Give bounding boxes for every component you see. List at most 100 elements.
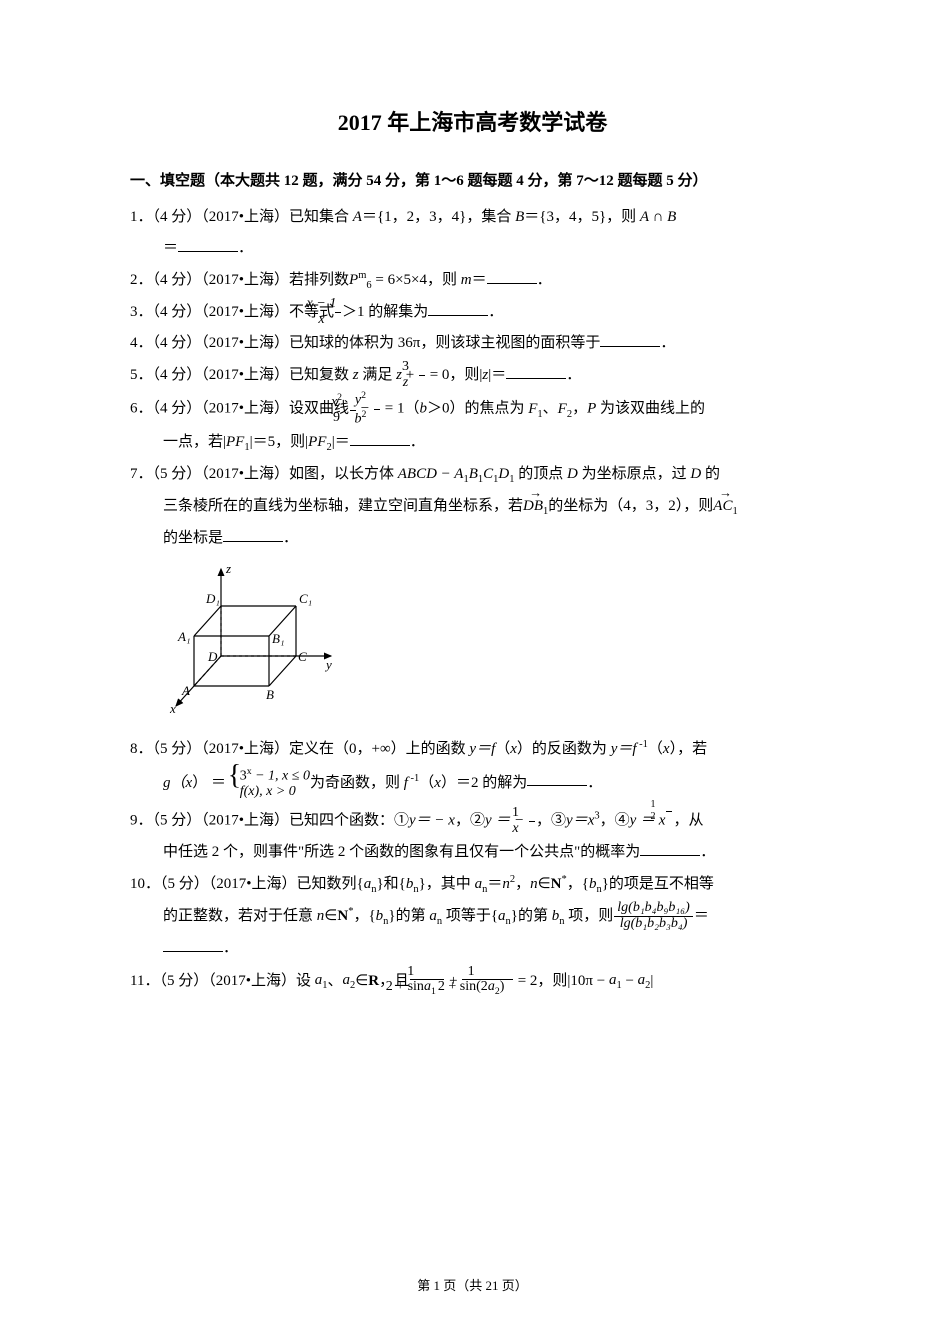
q9-y2a: y ＝ − [485,813,528,829]
q6-bvar: b [419,401,427,417]
label-D1: D₁ [205,591,220,606]
q8-x1: x [510,741,517,757]
q9-d4: 2 [666,811,672,823]
q10-Nb2: N [337,908,348,924]
q10-l2g: 项，则 [565,908,614,924]
q8-3: 3 [240,768,247,783]
q10-N2: N* [337,908,353,924]
label-C: C [298,649,307,664]
section-heading: 一、填空题（本大题共 12 题，满分 54 分，第 1～6 题每题 4 分，第 … [130,166,815,198]
q10-bn4: bn [552,908,565,924]
q8-l2d: （ [419,774,434,790]
q5-num: 3 [419,360,425,375]
question-11: 11．（5 分）（2017•上海）设 a1、a2∈R，且12 + sina1 +… [130,965,815,998]
q8-m2: ）的反函数为 [517,741,611,757]
q5-m1: 满足 [359,367,397,383]
q11-d1s: 1 [431,986,436,997]
q8-x2: x [663,741,670,757]
q11-d2a: 2 + sin(2 [438,979,488,994]
q8-x4: x [434,774,441,790]
q10-l2d: }的第 [388,908,429,924]
q11-n2: 1 [462,965,513,980]
question-7: 7．（5 分）（2017•上海）如图，以长方体 ABCD − A1B1C1D1 … [130,459,815,555]
q11-n1: 1 [410,965,444,980]
label-A1: A₁ [177,629,190,644]
cuboid-svg: z y x D C A B D₁ C₁ A₁ B₁ [156,561,346,716]
q3-mid: ＞1 的解集为 [342,304,428,320]
q10-num: lg(b₁b₄b₉b₁₆) [614,901,693,916]
q8-m4: ），若 [670,741,708,757]
q1-text: 1．（4 分）（2017•上海）已知集合 [130,209,353,225]
question-8: 8．（5 分）（2017•上海）定义在（0，+∞）上的函数 y＝f（x）的反函数… [130,734,815,800]
q7-body: ABCD − A1B1C1D1 [398,466,515,482]
q8-m3: （ [648,741,663,757]
q9-s3: ，④ [600,813,630,829]
q5-end: ． [566,367,581,383]
q6-F2l: F [558,401,567,417]
q10-n: n [530,876,538,892]
q10-m1: }和{ [376,876,405,892]
q8-case2: f(x), x > 0 [240,784,310,800]
q7-AC1s: 1 [732,506,737,517]
q10-l2a: 的正整数，若对于任意 [163,908,317,924]
q8-neg1: -1 [637,739,648,750]
q6-end: ． [410,434,425,450]
q10-l2b: ∈ [324,908,337,924]
q10-n2: n [502,876,510,892]
q11-pre: 11．（5 分）（2017•上海）设 [130,972,315,988]
q8-c1b: − 1, x ≤ 0 [252,768,310,783]
q2-end: ． [537,272,552,288]
q5-frac: 3z [419,360,425,390]
q9-frac2: 1x [529,806,535,836]
q10-an1: an [364,876,377,892]
q6-P: P [587,401,596,417]
q2-eq: ＝ [472,272,487,288]
label-z: z [225,561,231,576]
q9-d2: x [529,821,535,837]
q6-m2: ＞0）的焦点为 [427,401,528,417]
q6-l2c: |＝ [332,434,350,450]
q11-s1: 、 [327,972,342,988]
q10-bn2: bn [589,876,602,892]
q9-end: ． [700,844,715,860]
q10-bn1: bn [406,876,419,892]
q7-AC1: AC [713,498,732,514]
q6-blank [350,431,410,446]
q7-D: D [567,466,578,482]
q10-end: ． [223,940,238,956]
q11-m1: ∈ [355,972,368,988]
q8-yf1: y＝f [611,741,637,757]
q10-a2: a [475,876,483,892]
q10-m4: ， [515,876,530,892]
label-C1: C₁ [299,591,312,606]
q9-l2: 中任选 2 个，则事件"所选 2 个函数的图象有且仅有一个公共点"的概率为 [163,844,640,860]
q7-blank [223,527,283,542]
q10-frac: lg(b₁b₄b₉b₁₆)lg(b₁b₂b₃b₄) [614,901,693,931]
q9-blank [640,841,700,856]
label-D: D [207,649,218,664]
q7-vec-AC1: AC1 [713,491,737,523]
q10-N: N* [551,876,567,892]
q1-eq: ＝ [163,240,178,256]
q10-l2f: }的第 [511,908,552,924]
q6-m3: ， [572,401,587,417]
q9-frac4: 12 [666,800,672,822]
q6-sep: 、 [543,401,558,417]
q9-s1: ，② [455,813,485,829]
q6-pre: 6．（4 分）（2017•上海）设双曲线 [130,401,349,417]
q6-b2: 2 [362,409,367,420]
question-4: 4．（4 分）（2017•上海）已知球的体积为 36π，则该球主视图的面积等于． [130,328,815,360]
q9-s2: ，③ [536,813,566,829]
q8-end: ． [587,774,602,790]
q6-frac2: y2b2 [374,391,380,427]
q6-l2b: |＝5，则| [250,434,309,450]
question-1: 1．（4 分）（2017•上海）已知集合 A＝{1，2，3，4}，集合 B＝{3… [130,202,815,265]
q5-blank [506,363,566,378]
label-x: x [169,701,176,716]
q6-x2: 2 [337,392,342,403]
q11-m3: = 2，则|10π − [514,972,609,988]
question-9: 9．（5 分）（2017•上海）已知四个函数：①y＝ − x，②y ＝ − 1x… [130,800,815,869]
q11-d2: 2 + sin(2a2) [462,979,513,997]
q8-l2c: 为奇函数，则 [310,774,404,790]
q8-case1: 3x − 1, x ≤ 0 [240,766,310,785]
